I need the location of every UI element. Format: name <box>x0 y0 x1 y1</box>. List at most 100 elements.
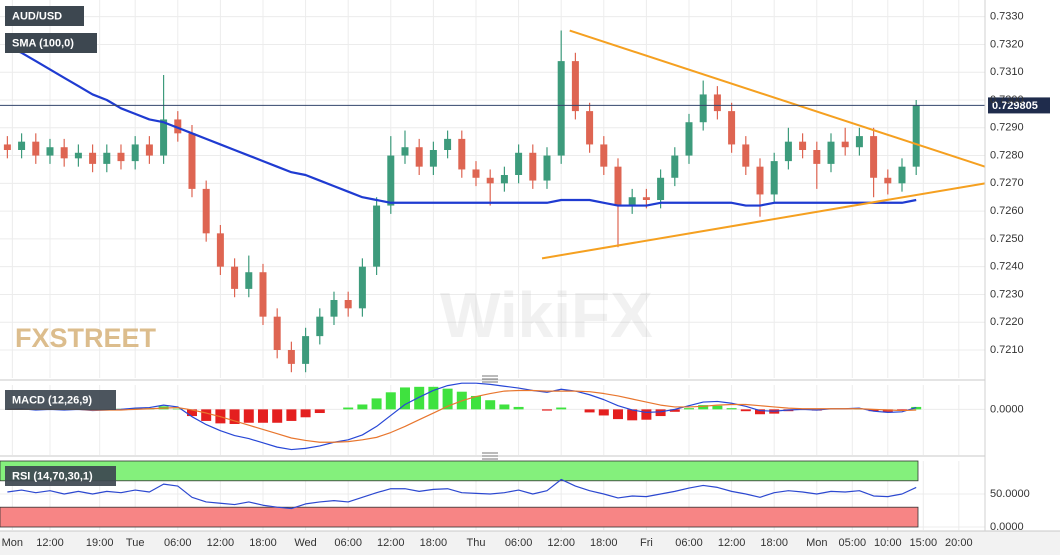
histogram-bar <box>556 407 567 410</box>
candle-body <box>486 177 494 184</box>
histogram-bar <box>272 409 283 423</box>
rsi-line <box>7 478 917 510</box>
candle-body <box>571 61 579 112</box>
candle-body <box>898 166 906 184</box>
candle-body <box>813 150 821 164</box>
symbol-label-box <box>5 6 84 26</box>
candle-body <box>799 141 807 150</box>
candle-body <box>160 119 168 156</box>
histogram-bar <box>243 409 254 423</box>
y-tick-label: 50.0000 <box>990 488 1030 500</box>
y-tick-label: 0.7240 <box>990 261 1024 273</box>
candle-body <box>444 138 452 150</box>
candle-body <box>728 111 736 145</box>
x-tick-label: Mon <box>806 537 827 549</box>
candle-body <box>685 122 693 156</box>
y-tick-label: 0.7260 <box>990 205 1024 217</box>
candle-body <box>912 105 920 167</box>
candle-body <box>500 175 508 184</box>
histogram-bar <box>371 398 382 410</box>
candle-body <box>713 94 721 112</box>
candle-body <box>18 141 26 150</box>
histogram-bar <box>385 392 396 410</box>
candle-body <box>117 152 125 162</box>
candle-body <box>245 272 253 289</box>
histogram-bar <box>740 409 751 412</box>
candle-body <box>216 233 224 267</box>
macd-label-box <box>5 390 116 410</box>
x-tick-label: 06:00 <box>334 537 362 549</box>
y-tick-label: 0.7310 <box>990 66 1024 78</box>
histogram-bar <box>186 409 197 417</box>
candle-body <box>742 144 750 167</box>
x-tick-label: 06:00 <box>164 537 192 549</box>
histogram-bar <box>414 386 425 410</box>
x-tick-label: 19:00 <box>86 537 114 549</box>
y-tick-label: 0.7250 <box>990 233 1024 245</box>
histogram-bar <box>627 409 638 421</box>
candle-body <box>358 266 366 309</box>
histogram-bar <box>201 409 212 421</box>
candle-body <box>671 155 679 178</box>
candle-body <box>884 177 892 184</box>
candle-body <box>614 166 622 206</box>
x-tick-label: 15:00 <box>910 537 938 549</box>
candle-body <box>344 300 352 309</box>
y-tick-label: 0.7220 <box>990 316 1024 328</box>
histogram-bar <box>754 409 765 415</box>
rsi-label: RSI (14,70,30,1) <box>12 470 93 482</box>
candle-body <box>586 111 594 145</box>
candle-body <box>756 166 764 195</box>
histogram-bar <box>683 408 694 410</box>
candle-body <box>401 147 409 156</box>
histogram-bar <box>584 409 595 413</box>
candle-body <box>74 152 82 159</box>
candle-body <box>89 152 97 164</box>
y-tick-label: 0.7320 <box>990 38 1024 50</box>
candle-body <box>287 350 295 364</box>
candle-body <box>784 141 792 162</box>
histogram-bar <box>399 387 410 410</box>
x-tick-label: 20:00 <box>945 537 973 549</box>
y-tick-label: 0.7300 <box>990 94 1024 106</box>
x-tick-label: 06:00 <box>505 537 533 549</box>
candle-body <box>855 136 863 148</box>
candle-body <box>472 169 480 178</box>
candle-body <box>657 177 665 200</box>
candle-body <box>174 119 182 134</box>
histogram-bar <box>513 406 524 410</box>
candle-body <box>131 144 139 162</box>
histogram-bar <box>641 409 652 420</box>
y-tick-label: 0.7330 <box>990 11 1024 23</box>
x-tick-label: 18:00 <box>760 537 788 549</box>
x-tick-label: 12:00 <box>207 537 235 549</box>
y-tick-label: 0.7280 <box>990 149 1024 161</box>
candle-body <box>387 155 395 206</box>
histogram-bar <box>442 388 453 410</box>
candle-body <box>429 150 437 167</box>
histogram-bar <box>357 404 368 410</box>
sma-label-box <box>5 33 97 53</box>
legend-entry: SMA (100,0) <box>12 37 74 49</box>
histogram-bar <box>868 409 879 412</box>
candle-body <box>302 336 310 364</box>
histogram-bar <box>499 404 510 410</box>
histogram-bar <box>172 408 183 410</box>
candle-body <box>103 152 111 164</box>
resize-handle[interactable] <box>482 375 498 460</box>
x-tick-label: 12:00 <box>547 537 575 549</box>
candle-body <box>231 266 239 289</box>
candle-body <box>628 197 636 206</box>
histogram-bar <box>428 386 439 410</box>
candle-body <box>46 147 54 156</box>
candle-body <box>529 152 537 181</box>
y-tick-label: 0.7270 <box>990 177 1024 189</box>
histogram-bar <box>229 409 240 424</box>
histogram-bar <box>286 409 297 421</box>
candle-body <box>415 147 423 167</box>
time-axis-background <box>0 531 1060 555</box>
histogram-bar <box>485 400 496 410</box>
histogram-bar <box>343 407 354 410</box>
x-tick-label: 06:00 <box>675 537 703 549</box>
